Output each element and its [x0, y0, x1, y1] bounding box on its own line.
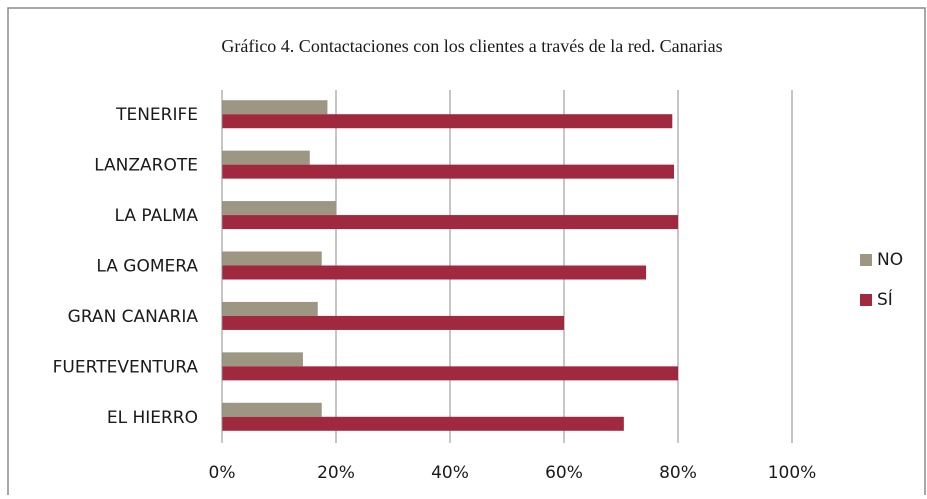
bar [222, 402, 322, 417]
y-tick-label: FUERTEVENTURA [53, 357, 199, 377]
chart-title: Gráfico 4. Contactaciones con los client… [221, 36, 722, 56]
bar [222, 164, 675, 179]
bar [222, 100, 328, 115]
y-tick-label: LANZAROTE [94, 156, 198, 176]
x-tick-label: 80% [659, 463, 697, 483]
y-tick-label: LA GOMERA [96, 257, 198, 277]
legend-label: SÍ [877, 288, 893, 310]
bar [222, 416, 624, 431]
x-tick-label: 60% [545, 463, 583, 483]
bar [222, 215, 678, 230]
bar [222, 251, 322, 266]
legend-swatch [860, 294, 872, 306]
bar [222, 366, 678, 381]
bar [222, 150, 310, 165]
x-tick-label: 0% [209, 463, 236, 483]
bar [222, 352, 303, 367]
y-tick-label: TENERIFE [115, 105, 198, 125]
y-tick-label: LA PALMA [115, 206, 199, 226]
bar [222, 315, 564, 330]
x-tick-label: 100% [768, 463, 817, 483]
bar [222, 114, 673, 129]
x-tick-label: 40% [431, 463, 469, 483]
bar [222, 201, 336, 216]
legend-swatch [860, 254, 872, 266]
chart-frame [7, 7, 926, 499]
bar [222, 301, 318, 316]
bar [222, 265, 647, 280]
x-tick-label: 20% [317, 463, 355, 483]
y-tick-label: GRAN CANARIA [68, 307, 199, 327]
legend-label: NO [877, 250, 903, 270]
y-tick-label: EL HIERRO [107, 408, 198, 428]
